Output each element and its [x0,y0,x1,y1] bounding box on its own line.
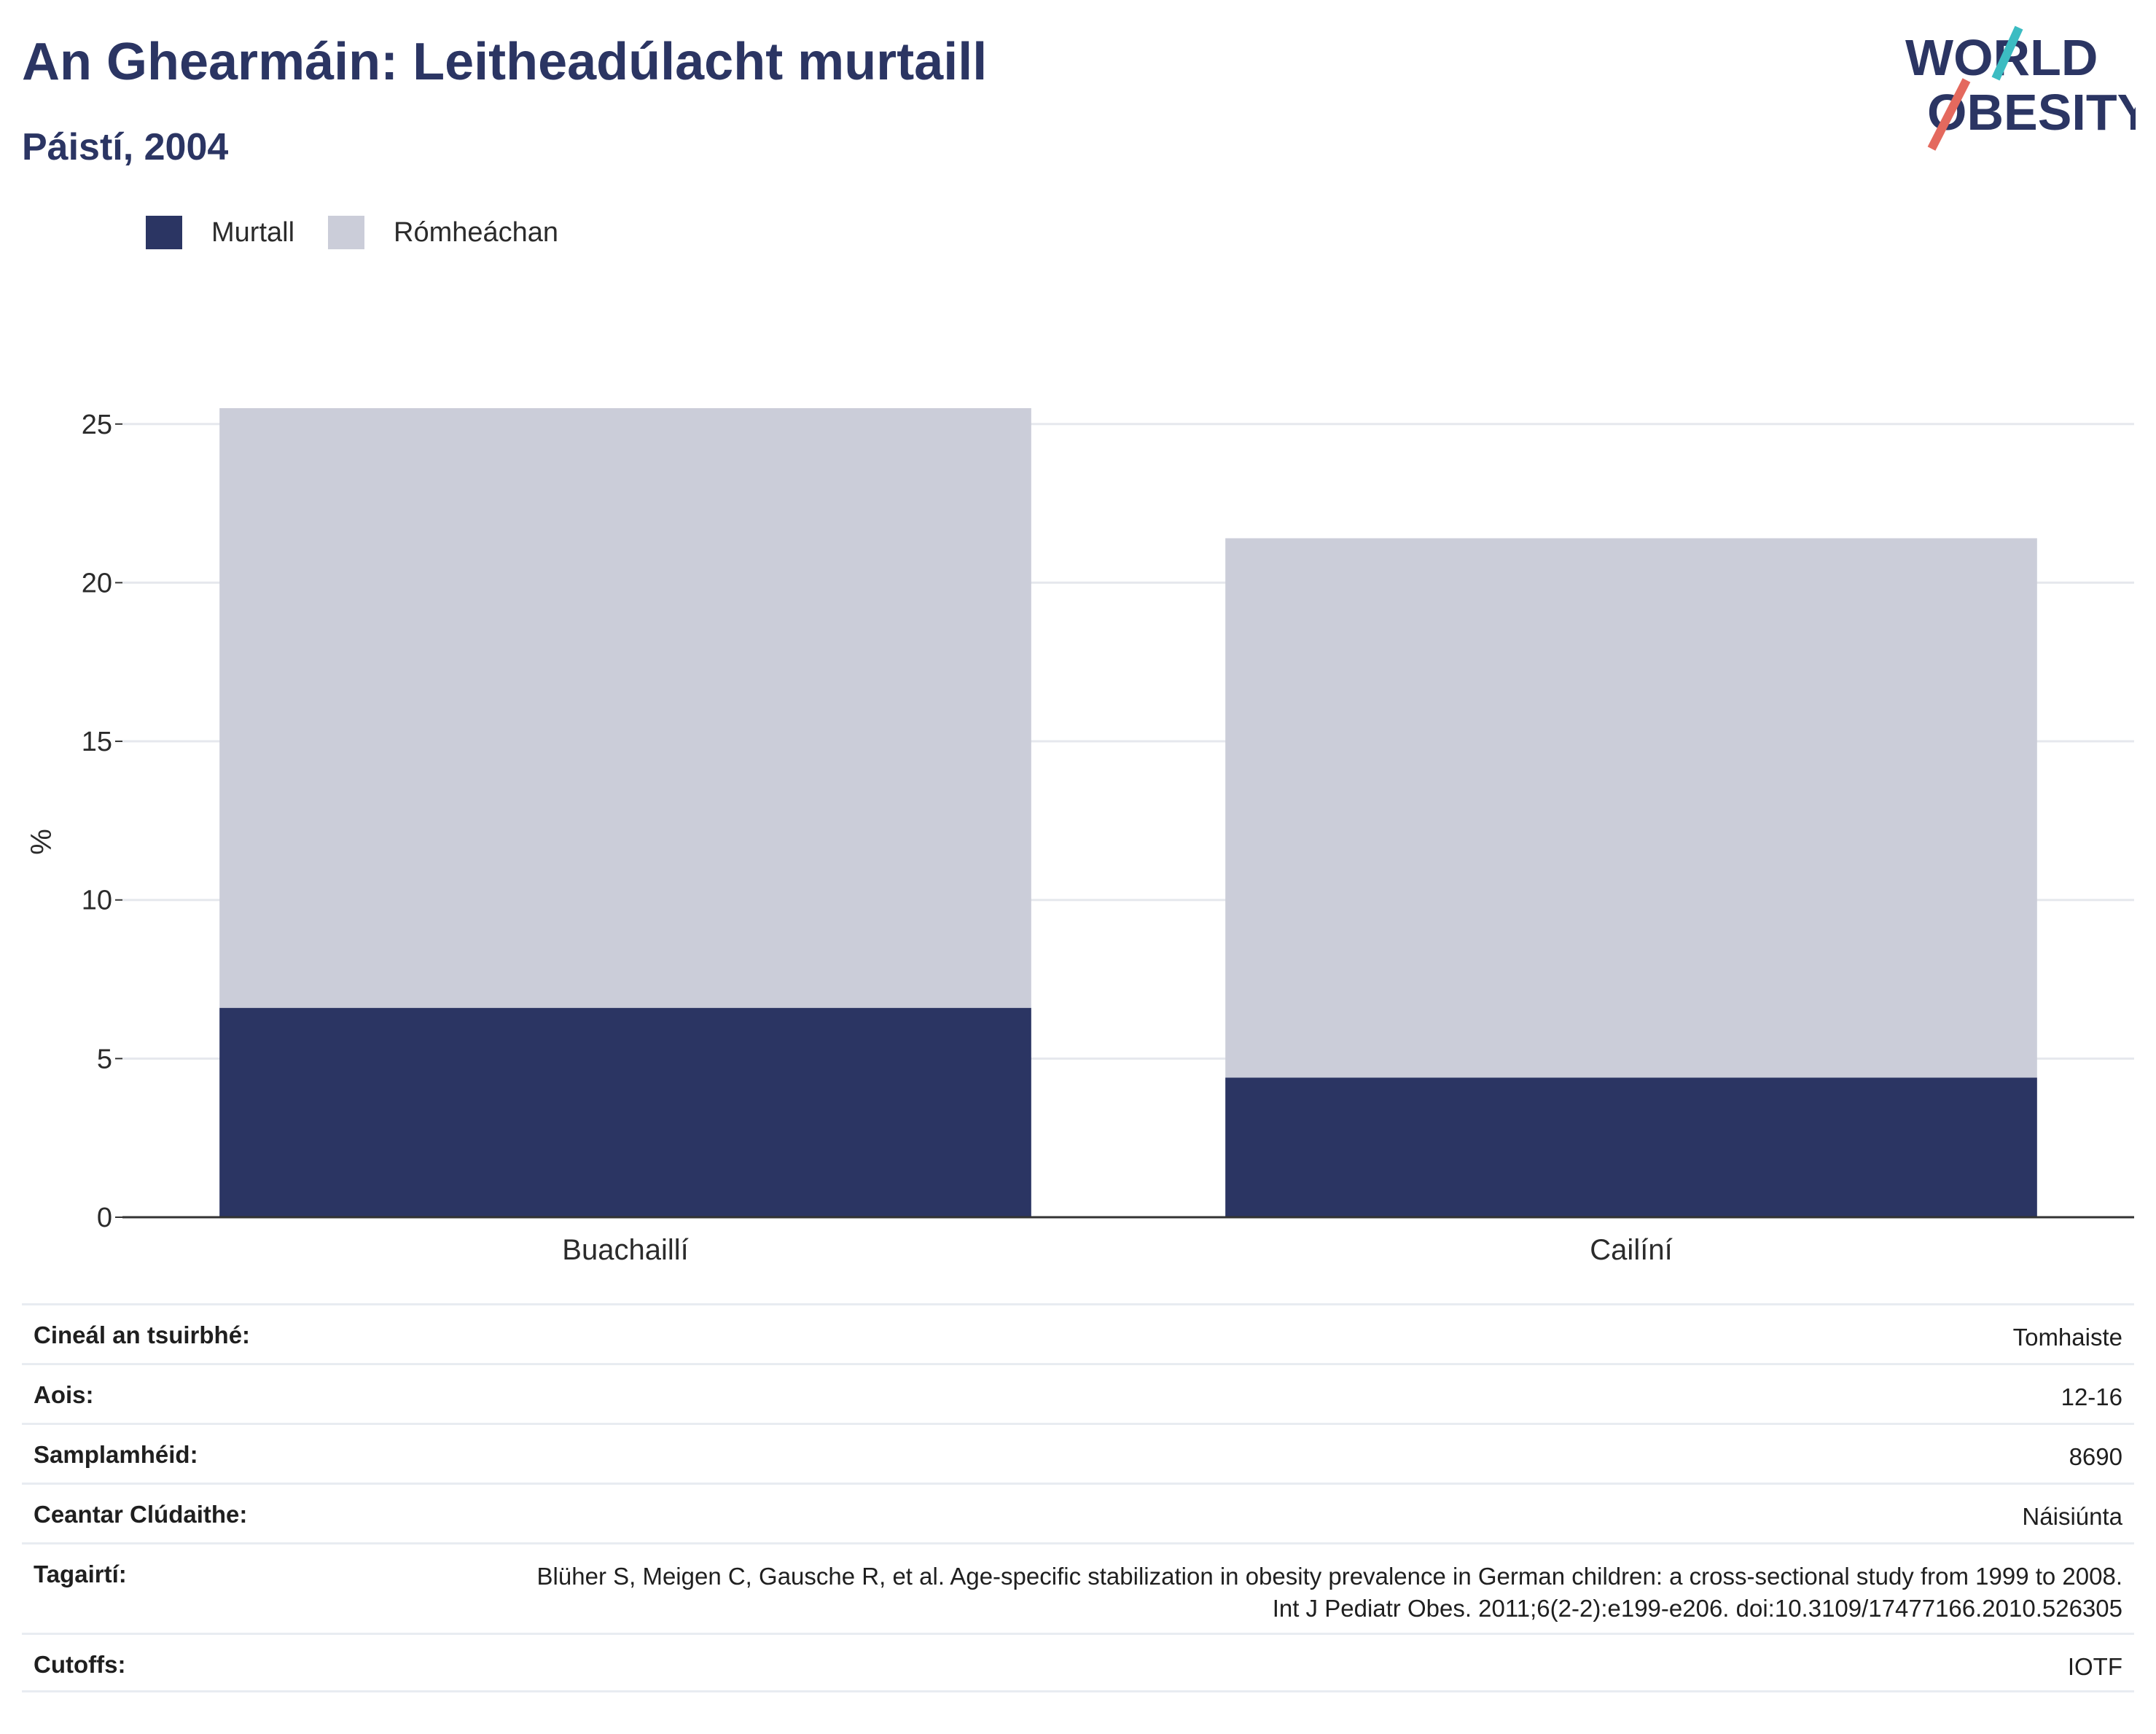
x-tick-label: Buachaillí [562,1234,688,1266]
meta-label: Cineál an tsuirbhé: [34,1321,251,1348]
legend-label-overweight: Rómheáchan [394,216,559,248]
stacked-bar-chart: 0 5 10 15 20 25% Buachaillí Cailíní [26,408,2134,1266]
bar-overweight [219,408,1031,1008]
y-axis-label: % [26,829,58,855]
meta-row: Ceantar Clúdaithe: Náisiúnta [22,1483,2134,1542]
y-tick-label: 5 [97,1044,112,1074]
y-tick-label: 25 [82,410,112,440]
meta-row: Aois: 12-16 [22,1363,2134,1423]
meta-row: Cutoffs: IOTF [22,1633,2134,1692]
meta-value: 12-16 [2061,1383,2122,1410]
survey-details-table: Cineál an tsuirbhé: Tomhaiste Aois: 12-16 Sa… [22,1303,2134,1692]
meta-label: Cutoffs: [34,1651,126,1678]
meta-value: Náisiúnta [2022,1503,2122,1530]
logo-slash-red [1927,78,1971,151]
meta-row: Samplamhéid: 8690 [22,1423,2134,1483]
meta-value: Blüher S, Meigen C, Gausche R, et al. Ag… [536,1563,2122,1622]
meta-label: Samplamhéid: [34,1441,198,1468]
y-tick-label: 20 [82,568,112,598]
meta-value: Tomhaiste [2012,1324,2122,1351]
meta-value: IOTF [2067,1653,2122,1680]
meta-label: Ceantar Clúdaithe: [34,1501,248,1528]
bar-overweight [1225,538,2037,1078]
legend-swatch-obese [146,216,182,249]
y-tick-label: 15 [82,727,112,757]
y-tick-label: 0 [97,1203,112,1233]
meta-row: Cineál an tsuirbhé: Tomhaiste [22,1303,2134,1363]
legend-item-overweight[interactable]: Rómheáchan [328,216,558,249]
chart-subtitle: Páistí, 2004 [22,126,229,168]
meta-label: Aois: [34,1381,94,1408]
chart-title: An Ghearmáin: Leitheadúlacht murtaill [22,33,988,91]
meta-row: Tagairtí: Blüher S, Meigen C, Gausche R, … [22,1542,2134,1633]
legend-label-obese: Murtall [211,216,295,248]
legend-item-obese[interactable]: Murtall [146,216,294,249]
y-tick-label: 10 [82,886,112,916]
world-obesity-logo: WORLD OBESITY [1905,26,2136,151]
bar-obese [1225,1077,2037,1217]
x-tick-label: Cailíní [1590,1234,1672,1266]
logo-slash-teal [1991,26,2023,81]
meta-label: Tagairtí: [34,1561,127,1587]
chart-legend: Murtall Rómheáchan [146,216,592,249]
legend-swatch-overweight [328,216,365,249]
bar-obese [219,1007,1031,1217]
meta-value: 8690 [2069,1443,2122,1470]
